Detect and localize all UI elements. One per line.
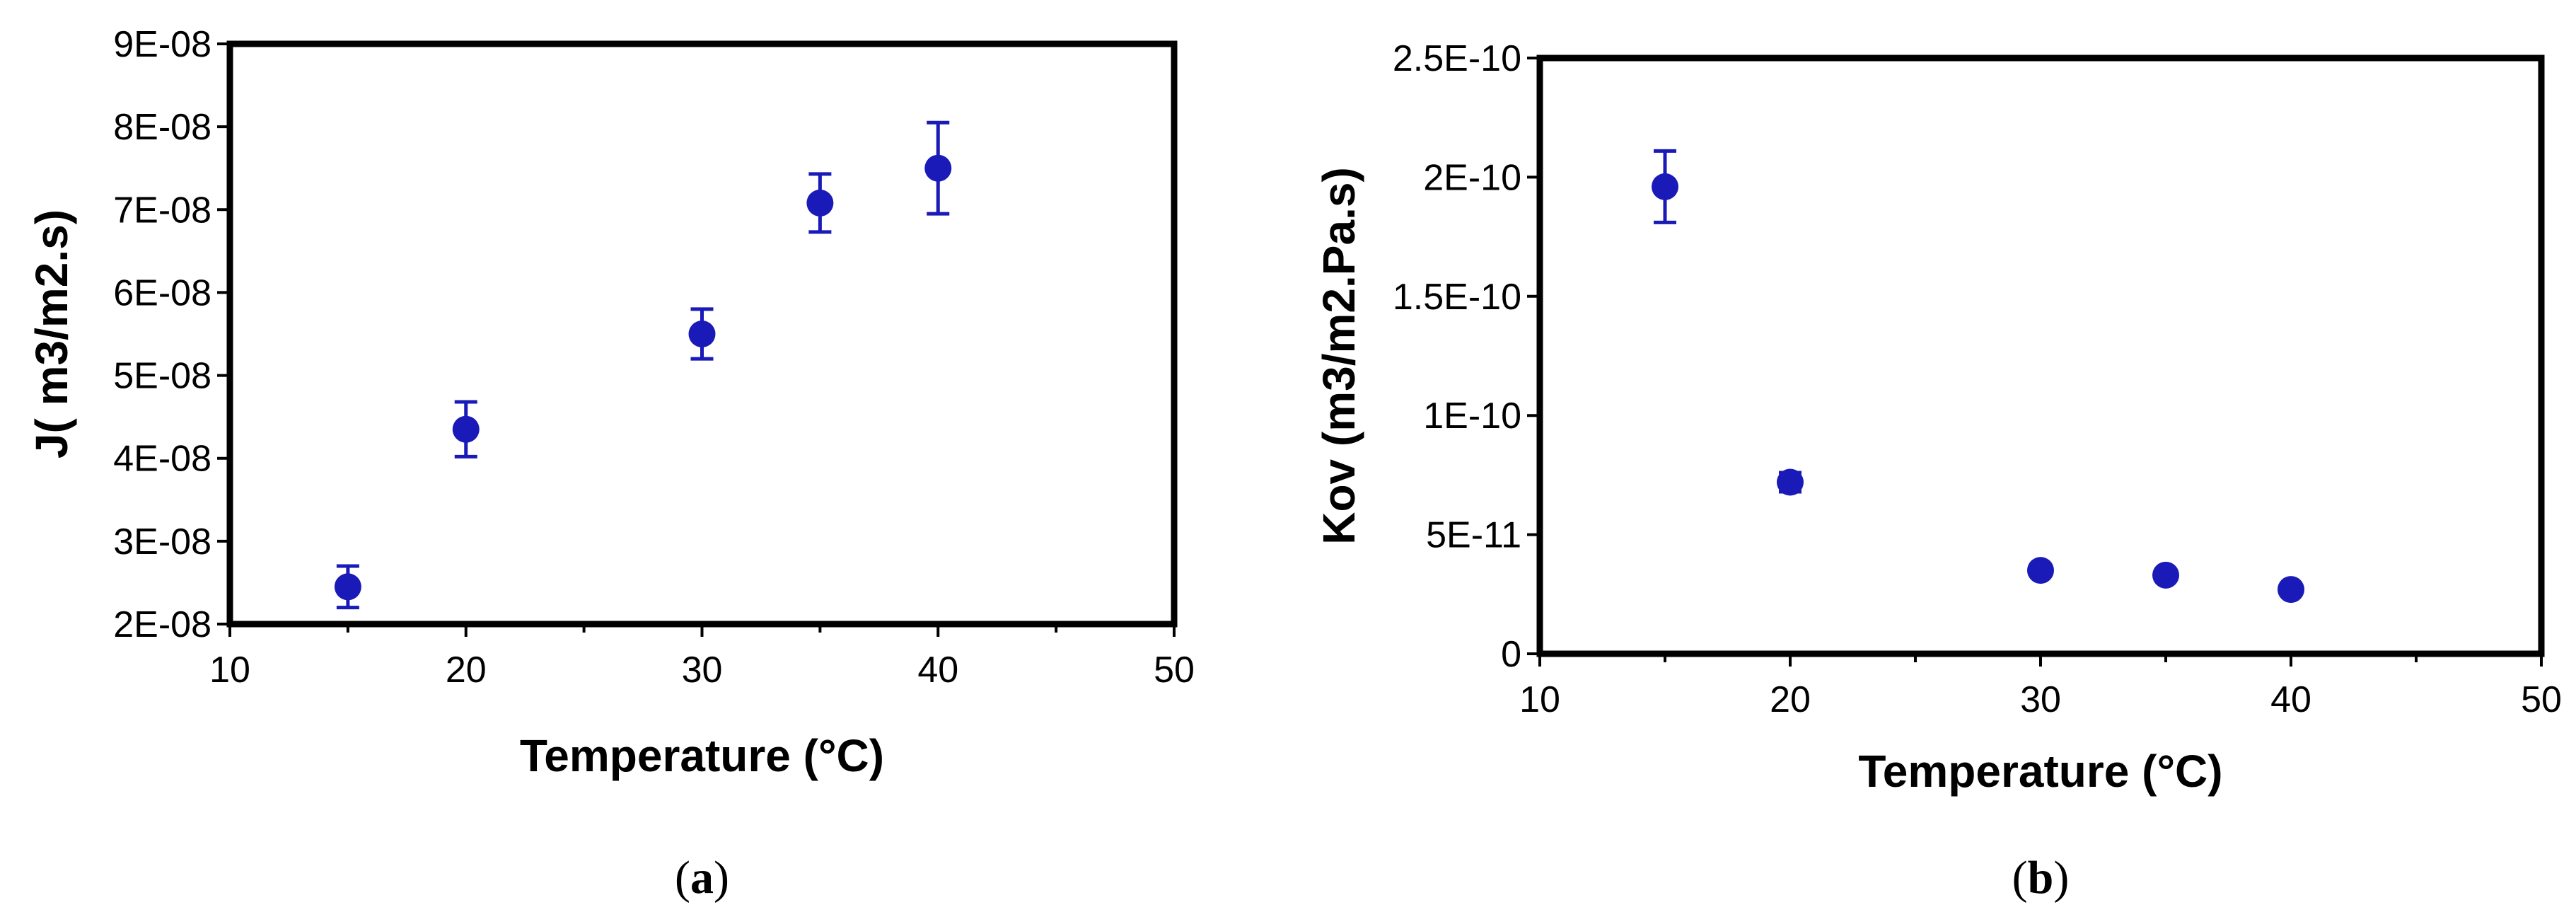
y-axis-title: J( m3/m2.s) [26,209,77,458]
data-point [452,415,480,443]
y-axis-title: Kov (m3/m2.Pa.s) [1313,167,1364,545]
y-tick-label: 1E-10 [1423,396,1521,437]
y-tick-label: 5E-11 [1426,515,1521,556]
chart-a: 10 20 30 40 50 2E-08 3E-08 4E-08 5E-08 6E-08 7E-08… [26,24,1195,904]
data-point [1652,173,1678,200]
data-point [806,189,834,217]
x-tick-label: 50 [2521,679,2562,720]
y-tick-label: 8E-08 [113,107,211,148]
x-axis-title: Temperature (°C) [1858,746,2222,797]
panel-label: (a) [675,852,729,904]
x-tick-label: 40 [917,650,958,691]
data-point [2152,561,2179,589]
data-point [2027,557,2054,584]
chart-b: 10 20 30 40 50 0 5E-11 1E-10 1.5E-10 2E-10 2.5E-10… [1313,38,2562,904]
x-tick-label: 30 [682,650,723,691]
y-tick-label: 5E-08 [113,356,211,397]
y-tick-label: 9E-08 [113,24,211,65]
y-tick-label: 7E-08 [113,190,211,231]
panel-label: (b) [2012,852,2070,904]
x-tick-label: 10 [1519,679,1560,720]
x-tick-label: 30 [2020,679,2061,720]
y-tick-label: 6E-08 [113,272,211,313]
y-tick-label: 2E-10 [1423,157,1521,198]
data-point [924,154,952,182]
y-tick-label: 2.5E-10 [1393,38,1521,79]
y-tick-label: 4E-08 [113,439,211,480]
y-tick-label: 0 [1501,634,1521,675]
data-point [1777,468,1804,496]
data-point [2278,576,2304,604]
x-tick-label: 10 [209,650,250,691]
data-point [688,321,716,347]
x-tick-label: 20 [1770,679,1811,720]
y-tick-label: 1.5E-10 [1393,277,1521,318]
x-tick-label: 50 [1154,650,1195,691]
x-tick-label: 40 [2270,679,2311,720]
y-tick-label: 3E-08 [113,521,211,563]
x-axis-title: Temperature (°C) [520,730,884,781]
y-tick-label: 2E-08 [113,604,211,645]
data-point [334,573,361,601]
x-tick-label: 20 [446,650,487,691]
